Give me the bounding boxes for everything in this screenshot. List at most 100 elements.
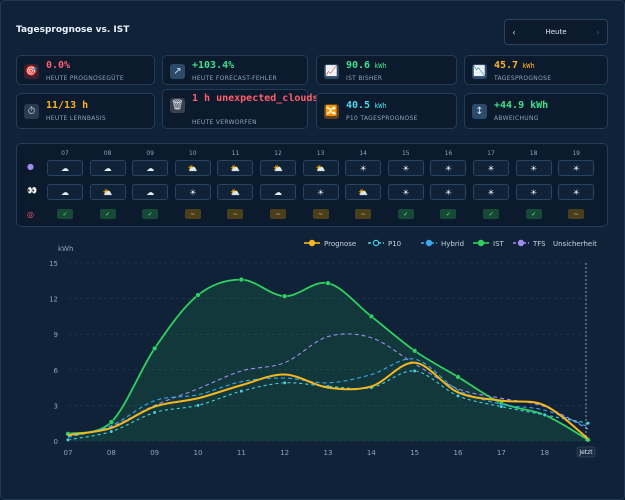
y-tick-label: 12 (49, 296, 58, 304)
x-tick-label: 16 (454, 449, 463, 457)
actual-cell: ☀ (473, 184, 509, 200)
prev-day-button[interactable]: ‹ (512, 27, 516, 37)
match-badge: ~ (312, 209, 329, 219)
data-point-p10 (499, 404, 504, 409)
forecast-cell: ⛅ (302, 160, 339, 176)
data-point-p10 (65, 437, 71, 442)
x-tick-label: 15 (410, 449, 419, 457)
actual-cell: ☁ (47, 184, 83, 200)
data-point-ist (455, 374, 461, 380)
data-point-ist (325, 280, 331, 286)
legend-label: Unsicherheit (553, 240, 597, 248)
verworfen-icon: 🗑 (170, 98, 185, 113)
actual-cell: ☀ (387, 184, 424, 200)
actual-cell: ☀ (558, 184, 595, 200)
match-badge: ✓ (99, 209, 116, 219)
y-axis-label: kWh (58, 245, 73, 253)
forecast-fehler-icon: ↗ (170, 64, 185, 79)
x-tick-label: 17 (497, 449, 506, 457)
data-point-p10 (152, 410, 157, 415)
kpi-value: 40.5 kWh (346, 100, 387, 111)
kpi-value: 11/13 h (46, 100, 89, 111)
prognose-guete-icon: 🎯 (24, 64, 39, 79)
x-tick-label: 11 (237, 449, 246, 457)
actual-cell: ☁ (260, 184, 296, 200)
kpi-value: +44.9 kWh (494, 100, 549, 111)
kpi-caption: TAGESPROGNOSE (494, 75, 552, 82)
grid-hour-label: 08 (103, 150, 112, 157)
kpi-caption: IST BISHER (346, 75, 383, 82)
y-tick-label: 9 (54, 331, 58, 339)
data-point-ist (238, 276, 244, 283)
day-label[interactable]: Heute (545, 28, 567, 36)
forecast-cell: ⛅ (174, 160, 211, 176)
grid-hour-label: 13 (316, 150, 325, 157)
actual-cell: ⛅ (217, 184, 254, 200)
legend-label: IST (493, 240, 505, 248)
kpi-card-prognose-guete: 🎯 0.0% HEUTE PROGNOSEGÜTE (16, 55, 155, 85)
kpi-caption: ABWEICHUNG (494, 115, 539, 122)
data-point-p10 (542, 412, 547, 417)
series-line-tfs (67, 333, 589, 437)
forecast-cell: ☀ (558, 160, 595, 176)
abweichung-icon: ↕ (472, 104, 487, 119)
legend-marker (372, 239, 380, 247)
grid-hour-label: 15 (401, 150, 410, 157)
kpi-card-tagesprognose: 📉 45.7 kWh TAGESPROGNOSE (464, 55, 608, 85)
grid-hour-label: 14 (359, 150, 367, 157)
data-point-p10 (455, 393, 461, 398)
forecast-cell: ⛅ (217, 160, 254, 176)
grid-hour-label: 18 (529, 150, 538, 157)
grid-hour-label: 07 (61, 150, 69, 157)
series-line-prognose (67, 361, 589, 440)
grid-hour-label: 10 (188, 150, 197, 157)
forecast-cell: ☀ (345, 160, 382, 176)
forecast-cell: ⛅ (260, 160, 296, 176)
x-tick-label: 13 (324, 449, 333, 457)
x-tick-label: 10 (194, 449, 203, 457)
kpi-caption: HEUTE VERWORFEN (192, 119, 257, 126)
legend-label: TFS (532, 240, 546, 248)
kpi-card-abweichung: ↕ +44.9 kWh ABWEICHUNG (464, 93, 608, 129)
kpi-value: 45.7 kWh (494, 60, 535, 71)
match-badge: ~ (568, 209, 585, 219)
y-tick-label: 3 (54, 402, 58, 410)
actual-cell: ⛅ (89, 184, 126, 200)
data-point-p10 (109, 429, 114, 434)
actual-cell: ☀ (174, 184, 211, 200)
kpi-card-p10-tagesprognose: 🔀 40.5 kWh P10 TAGESPROGNOSE (316, 93, 457, 129)
grid-hour-label: 17 (487, 150, 495, 157)
x-tick-label: 08 (107, 449, 116, 457)
forecast-cell: ☁ (89, 160, 126, 176)
actual-cell: ⛅ (345, 184, 382, 200)
kpi-card-lernbasis: ⏱ 11/13 h HEUTE LERNBASIS (16, 93, 155, 129)
legend-marker (477, 239, 485, 247)
next-day-button[interactable]: › (596, 27, 600, 37)
forecast-cell: ☀ (473, 160, 509, 176)
now-label: Jetzt (578, 449, 593, 456)
grid-hour-label: 09 (146, 150, 154, 157)
page-title: Tagesprognose vs. IST (16, 25, 130, 35)
day-selector: ‹ Heute › (504, 19, 608, 45)
legend-label: Prognose (324, 240, 356, 248)
match-badge: ✓ (440, 209, 457, 219)
data-point-ist (152, 345, 158, 352)
match-badge: ✓ (57, 209, 73, 219)
p10-tagesprognose-icon: 🔀 (324, 104, 339, 119)
kpi-unit: kWh (522, 62, 535, 70)
model-icon: ● (27, 162, 34, 171)
ist-bisher-icon: 📈 (324, 64, 339, 79)
forecast-cell: ☁ (47, 160, 83, 176)
grid-hour-label: 19 (572, 150, 580, 157)
kpi-card-forecast-fehler: ↗ +103.4% HEUTE FORECAST-FEHLER (162, 55, 308, 85)
kpi-card-verworfen: 🗑 1 h unexpected_clouds HEUTE VERWORFEN (162, 89, 318, 129)
kpi-caption: HEUTE FORECAST-FEHLER (192, 75, 277, 82)
match-badge: ✓ (525, 209, 542, 219)
eyes-icon: 👀 (27, 186, 37, 195)
data-point-p10 (282, 380, 287, 385)
tagesprognose-icon: 📉 (472, 64, 487, 79)
actual-cell: ☀ (515, 184, 552, 200)
forecast-cell: ☀ (515, 160, 552, 176)
forecast-chart: 0 3 6 9 12 15 kWh 07 08 09 10 11 12 13 14 15 16 17 18 Jetzt… (16, 235, 608, 461)
